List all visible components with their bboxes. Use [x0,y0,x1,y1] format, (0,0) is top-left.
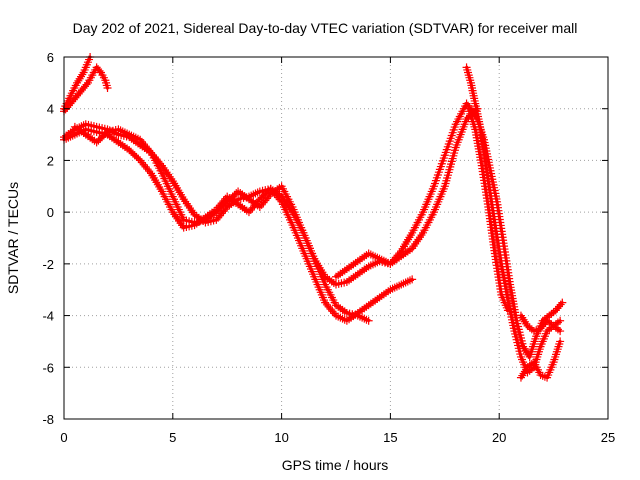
data-point [255,195,264,204]
x-tick-label: 0 [60,430,67,445]
data-point [556,316,565,325]
data-point [99,131,108,140]
data-point [125,146,134,155]
plot-frame [63,56,609,420]
data-point [556,327,565,336]
data-point [364,316,373,325]
data-point [127,147,136,156]
data-point [223,197,232,206]
data-point [230,190,239,199]
data-point [225,196,234,205]
data-point [94,136,103,145]
x-tick-label: 15 [383,430,397,445]
x-tick-label: 20 [492,430,506,445]
data-layer [60,53,567,382]
data-point [228,192,237,201]
y-tick-label: 4 [47,102,54,117]
y-tick-label: -6 [42,360,54,375]
y-tick-label: -2 [42,257,54,272]
data-point [134,154,143,163]
y-axis-label: SDTVAR / TECUs [5,182,21,294]
series-track-9 [516,337,565,382]
data-point [128,149,137,158]
x-tick-label: 5 [169,430,176,445]
series-line [62,127,414,323]
y-tick-label: 2 [47,153,54,168]
data-point [214,206,223,215]
data-point [226,194,235,203]
data-point [82,80,91,89]
data-point [219,201,228,210]
y-tick-label: 0 [47,205,54,220]
data-point [558,298,567,307]
data-point [212,208,221,217]
y-tick-label: -4 [42,309,54,324]
data-point [103,84,112,93]
data-point [556,337,565,346]
data-point [217,202,226,211]
x-tick-label: 10 [274,430,288,445]
data-point [95,66,104,75]
x-tick-label: 25 [601,430,615,445]
chart-title: Day 202 of 2021, Sidereal Day-to-day VTE… [73,20,578,36]
series-track-3 [60,120,373,325]
data-point [101,129,110,138]
data-point [96,134,105,143]
series-track-10 [516,311,565,336]
data-point [130,151,139,160]
data-point [92,138,101,147]
series-track-6 [332,99,567,361]
series-track-8 [464,104,512,315]
y-tick-label: 6 [47,50,54,65]
x-axis-label: GPS time / hours [282,457,389,473]
data-point [556,300,565,309]
data-point [503,306,512,315]
data-point [98,133,107,142]
y-tick-label: -8 [42,412,54,427]
data-point [408,275,417,284]
series-track-7 [462,63,565,377]
series-track-4 [60,125,417,325]
data-point [221,199,230,208]
data-point [132,152,141,161]
data-point [215,204,224,213]
ticks: 0 5 10 15 20 25 -8 -6 -4 -2 0 2 4 6 [42,50,615,445]
